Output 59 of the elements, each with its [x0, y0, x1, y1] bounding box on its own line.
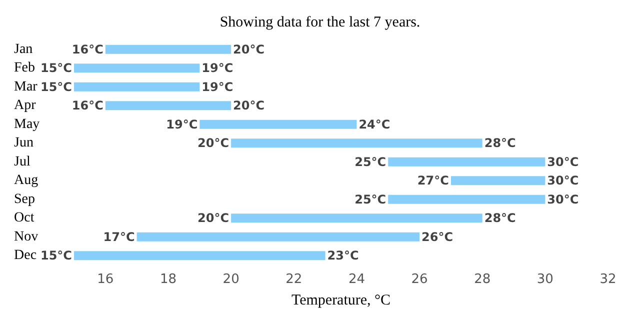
annotation: 19°C [202, 80, 234, 94]
annotation: 27°C [417, 174, 450, 188]
bar [74, 64, 200, 73]
annotation: 16°C [72, 98, 104, 113]
x-tick-label: 26 [411, 272, 428, 287]
x-tick-label: 30 [536, 272, 554, 287]
bar [74, 251, 326, 260]
annotation: 30°C [547, 154, 579, 169]
annotation: 15°C [40, 80, 72, 94]
y-tick-label: Oct [14, 210, 34, 226]
x-axis-title: Temperature, °C [291, 292, 391, 308]
y-tick-label: Mar [14, 79, 38, 94]
annotation: 19°C [202, 61, 234, 76]
bar [231, 214, 482, 223]
annotation: 15°C [40, 248, 72, 263]
bar [231, 138, 482, 148]
annotation: 19°C [166, 117, 198, 132]
annotation: 17°C [103, 230, 136, 244]
bar [450, 176, 546, 186]
y-tick-label: Jun [14, 136, 34, 151]
bar [200, 120, 357, 129]
annotation: 20°C [198, 136, 230, 150]
annotation: 30°C [547, 174, 579, 188]
bar [105, 44, 232, 54]
annotation: 26°C [422, 230, 454, 244]
y-tick-label: Feb [14, 60, 35, 76]
annotation: 28°C [484, 136, 516, 150]
y-tick-label: Jul [14, 154, 30, 170]
annotation: 25°C [354, 192, 386, 206]
x-tick-label: 32 [600, 272, 616, 287]
x-tick-label: 24 [348, 272, 365, 287]
annotation: 20°C [233, 42, 265, 56]
y-tick-label: Nov [14, 229, 38, 244]
annotation: 20°C [233, 98, 265, 113]
bar [136, 232, 420, 242]
bar [74, 82, 200, 92]
chart-title: Showing data for the last 7 years. [220, 14, 420, 30]
annotation: 25°C [354, 154, 386, 169]
annotation: 24°C [358, 117, 390, 132]
annotation: 16°C [72, 42, 104, 56]
x-tick-label: 20 [222, 272, 240, 287]
bar [105, 101, 232, 110]
y-tick-label: Aug [14, 173, 38, 188]
bar [388, 157, 546, 166]
annotation: 20°C [198, 211, 230, 226]
y-tick-label: Dec [14, 248, 37, 264]
bar [388, 194, 546, 204]
x-tick-label: 16 [97, 272, 114, 287]
x-tick-label: 18 [160, 272, 177, 287]
y-tick-label: Apr [14, 98, 36, 114]
annotation: 15°C [40, 61, 72, 76]
y-tick-label: Sep [14, 192, 35, 207]
y-tick-label: May [14, 116, 40, 132]
annotation: 30°C [547, 192, 579, 206]
x-tick-label: 28 [474, 272, 491, 287]
x-tick-label: 22 [286, 272, 302, 287]
annotation: 28°C [484, 211, 516, 226]
y-tick-label: Jan [14, 42, 33, 57]
annotation: 23°C [327, 248, 359, 263]
